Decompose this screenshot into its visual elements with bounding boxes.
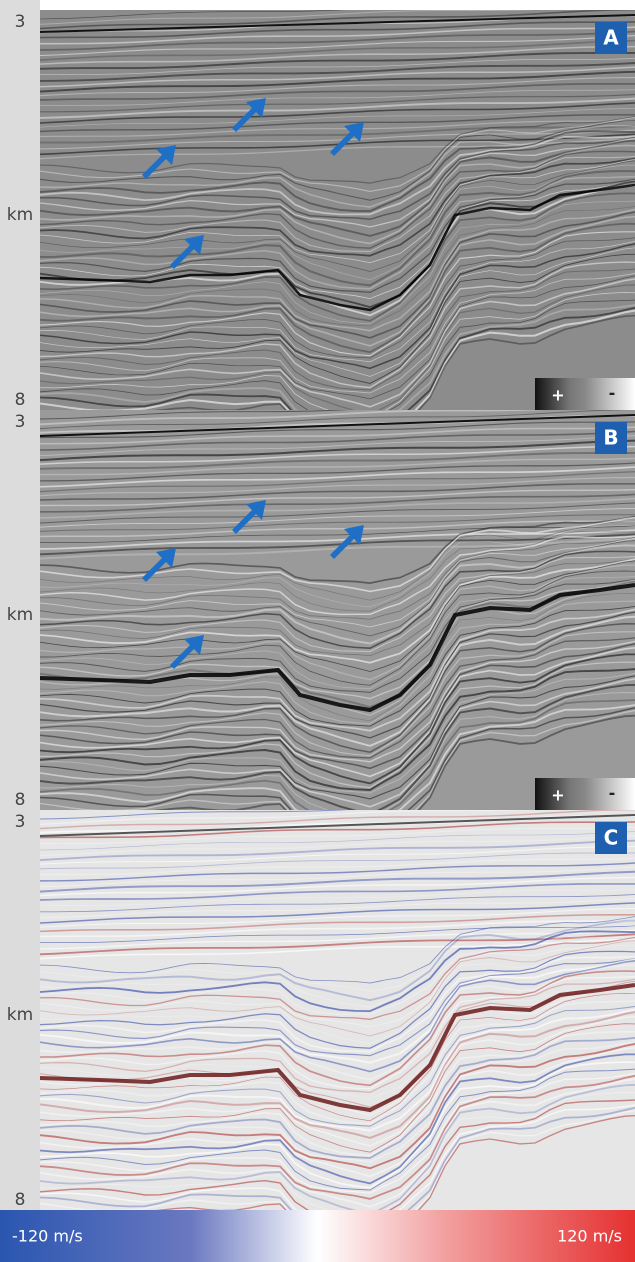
- axis-top: 3: [15, 12, 26, 32]
- panel-label: A: [603, 26, 619, 50]
- legend-minus: -: [609, 784, 616, 803]
- panel: A 3 km 8 + -: [7, 0, 635, 445]
- amplitude-legend: [535, 378, 635, 410]
- panel-label: C: [604, 826, 619, 850]
- axis-bottom: 8: [15, 790, 26, 810]
- colorbar: [0, 1210, 635, 1262]
- figure: A 3 km 8 + - B 3 km 8 + - C 3 km 8 -120 m/s 120 m/s: [0, 0, 635, 1262]
- axis-unit: km: [7, 205, 33, 225]
- panel-label: B: [603, 426, 618, 450]
- panel: B 3 km 8 + -: [7, 400, 635, 845]
- legend-minus: -: [609, 384, 616, 403]
- axis-unit: km: [7, 605, 33, 625]
- axis-bottom: 8: [15, 1190, 26, 1210]
- legend-plus: +: [551, 386, 564, 405]
- axis-top: 3: [15, 812, 26, 832]
- colorbar-min: -120 m/s: [12, 1227, 83, 1246]
- panel: C 3 km 8: [7, 800, 635, 1245]
- body: A3km8+-B3km8+-C3km8 -120 m/s 120 m/s (()…: [0, 0, 635, 1262]
- amplitude-legend: [535, 778, 635, 810]
- legend-plus: +: [551, 786, 564, 805]
- page: {"panels": [ {"label": "A", "axis": {"to…: [0, 0, 635, 1262]
- axis-top: 3: [15, 412, 26, 432]
- colorbar-max: 120 m/s: [557, 1227, 622, 1246]
- seismic-image: [40, 800, 635, 1245]
- axis-bottom: 8: [15, 390, 26, 410]
- axis-unit: km: [7, 1005, 33, 1025]
